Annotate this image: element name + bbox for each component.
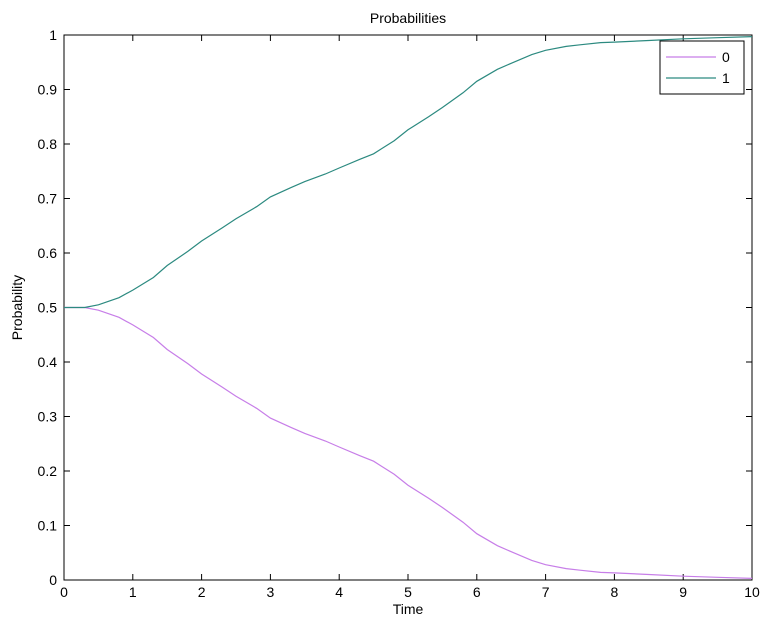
x-tick-label: 8 bbox=[611, 584, 619, 600]
legend-label-1: 1 bbox=[722, 70, 730, 86]
y-tick-label: 0.9 bbox=[38, 82, 58, 98]
y-tick-label: 0.2 bbox=[38, 463, 58, 479]
x-tick-label: 3 bbox=[267, 584, 275, 600]
x-tick-label: 4 bbox=[335, 584, 343, 600]
x-tick-label: 6 bbox=[473, 584, 481, 600]
x-tick-label: 5 bbox=[404, 584, 412, 600]
x-tick-label: 0 bbox=[60, 584, 68, 600]
y-tick-label: 0.8 bbox=[38, 136, 58, 152]
y-tick-label: 0.1 bbox=[38, 518, 58, 534]
y-tick-label: 0.4 bbox=[38, 354, 58, 370]
legend-label-0: 0 bbox=[722, 49, 730, 65]
legend-box bbox=[659, 40, 745, 95]
y-tick-label: 1 bbox=[49, 27, 57, 43]
series-line-0 bbox=[64, 306, 753, 579]
y-axis-label: Probability bbox=[9, 275, 25, 340]
x-tick-label: 9 bbox=[679, 584, 687, 600]
y-tick-label: 0.3 bbox=[38, 409, 58, 425]
plot-area: 0 1 2 3 4 5 6 7 8 9 1000.10.20.30.40.50.60.70.80.9… bbox=[38, 27, 760, 600]
y-tick-label: 0 bbox=[49, 572, 57, 588]
x-tick-label: 1 bbox=[129, 584, 137, 600]
x-tick-label: 2 bbox=[198, 584, 206, 600]
chart-title: Probabilities bbox=[370, 10, 446, 26]
x-tick-label: 10 bbox=[744, 584, 760, 600]
x-tick-label: 7 bbox=[542, 584, 550, 600]
series-line-1 bbox=[64, 36, 753, 309]
legend: 01 bbox=[659, 40, 745, 95]
x-axis-label: Time bbox=[393, 601, 424, 617]
y-tick-label: 0.6 bbox=[38, 245, 58, 261]
y-tick-label: 0.5 bbox=[38, 300, 58, 316]
y-tick-label: 0.7 bbox=[38, 191, 58, 207]
